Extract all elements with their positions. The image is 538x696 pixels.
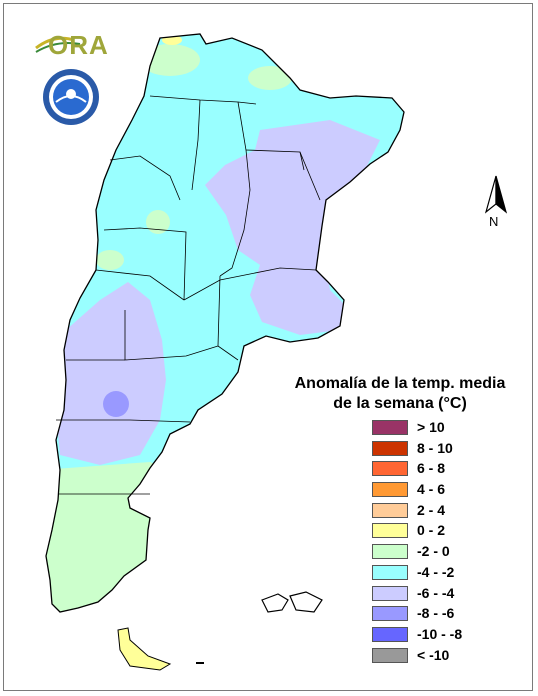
legend-title: Anomalía de la temp. media de la semana … [290,374,510,414]
province-borders [56,95,321,495]
legend-swatch [372,420,408,435]
zone-green-west [96,250,124,270]
zone-green-cuyo [146,210,170,234]
malvinas-islands [261,591,323,613]
legend-title-line1: Anomalía de la temp. media [294,375,506,392]
legend-swatch [372,461,408,477]
zone-lavender-west [55,282,166,465]
legend-label: 6 - 8 [417,460,446,477]
north-arrow-icon [484,175,508,214]
ora-logo-text: ORA [48,30,109,60]
legend-label: > 10 [417,419,445,435]
ora-logo-icon [35,36,81,53]
legend-swatch [372,564,408,580]
legend-label: 8 - 10 [417,439,453,456]
tierra-del-fuego [117,627,172,671]
map-frame [3,3,533,691]
legend-label: -6 - -4 [417,584,455,601]
legend-swatch [372,544,408,560]
north-label: N [489,214,499,229]
smn-seal-icon [43,69,99,125]
legend-label: -2 - 0 [417,543,450,560]
isla-estados [196,662,204,664]
legend-swatch [372,523,408,539]
legend-swatch [372,606,408,622]
legend-label: 4 - 6 [417,481,446,498]
zone-purple-spot [103,391,129,417]
zone-green-northeast [248,66,292,90]
legend-label: < -10 [417,646,450,663]
legend-label: 0 - 2 [417,522,446,539]
legend-swatch [372,647,408,663]
legend-swatch [372,440,408,456]
legend-swatch [372,585,408,601]
legend-label: -4 - -2 [417,563,455,580]
legend-label: -8 - -6 [417,605,455,622]
legend-label: -10 - -8 [417,625,463,642]
legend-swatch [372,482,408,498]
legend-label: 2 - 4 [417,501,446,518]
legend-swatch [372,502,408,518]
legend-title-line2: de la semana (°C) [333,395,467,412]
legend-swatch [372,626,408,642]
